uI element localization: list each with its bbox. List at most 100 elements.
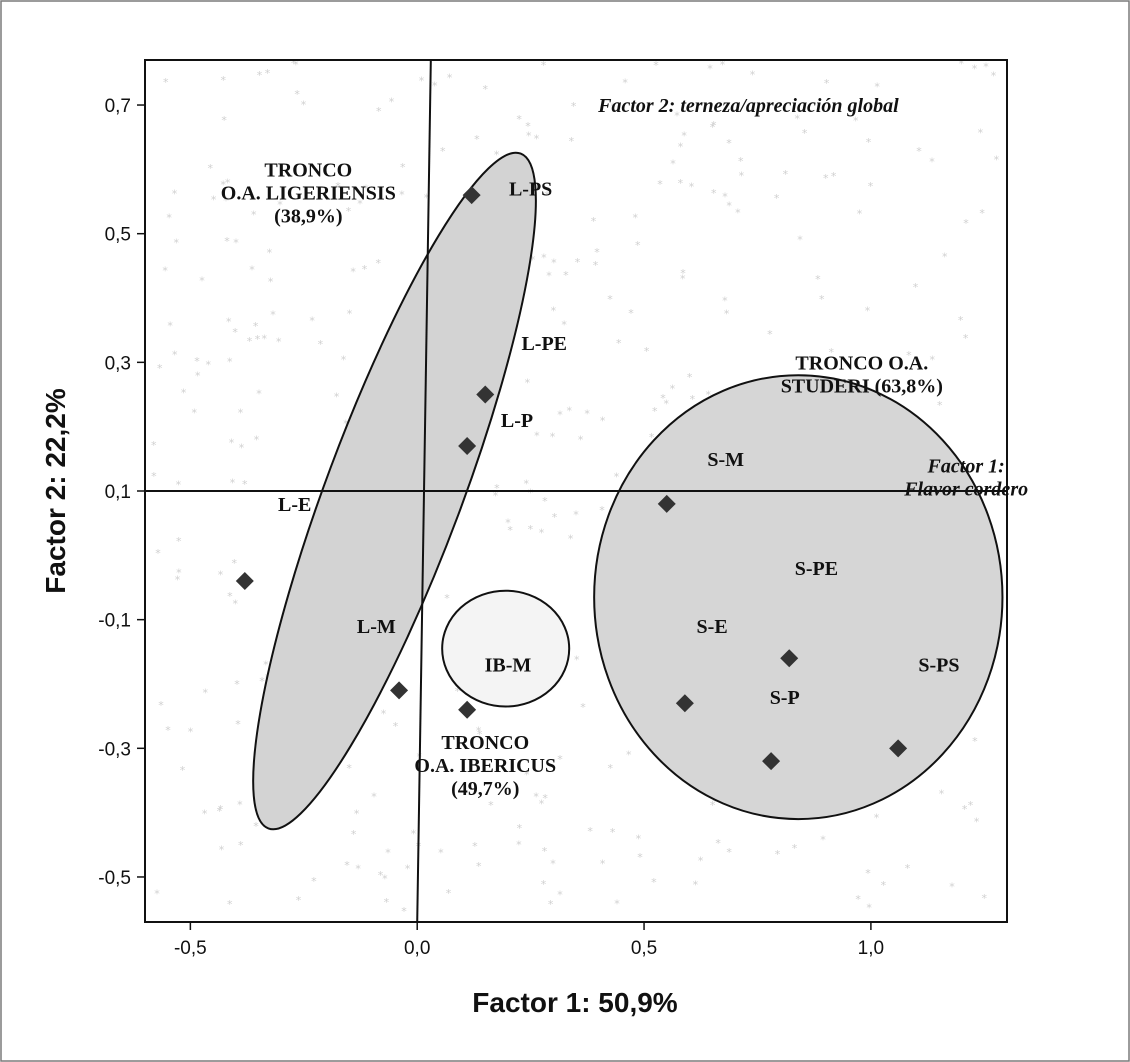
background-star: * xyxy=(219,843,225,856)
background-star: * xyxy=(587,825,593,838)
background-star: * xyxy=(488,799,494,812)
background-star: * xyxy=(561,319,567,332)
background-star: * xyxy=(831,170,837,183)
background-star: * xyxy=(225,176,231,189)
background-star: * xyxy=(552,511,558,524)
background-star: * xyxy=(599,504,605,517)
background-star: * xyxy=(525,120,531,133)
background-star: * xyxy=(913,281,919,294)
background-star: * xyxy=(868,180,874,193)
group-label-1: TRONCO O.A. LIGERIENSIS (38,9%) xyxy=(221,159,396,227)
background-star: * xyxy=(247,335,253,348)
background-star: * xyxy=(626,749,632,762)
background-star: * xyxy=(551,304,557,317)
background-star: * xyxy=(346,762,352,775)
background-star: * xyxy=(539,798,545,811)
background-star: * xyxy=(614,471,620,484)
background-star: * xyxy=(678,177,684,190)
background-star: * xyxy=(724,308,730,321)
background-star: * xyxy=(823,172,829,185)
background-star: * xyxy=(710,799,716,812)
background-star: * xyxy=(233,237,239,250)
background-star: * xyxy=(792,842,798,855)
background-star: * xyxy=(939,787,945,800)
point-s-pe xyxy=(780,649,799,668)
background-star: * xyxy=(344,859,350,872)
background-star: * xyxy=(194,355,200,368)
background-star: * xyxy=(637,851,643,864)
background-star: * xyxy=(680,267,686,280)
background-star: * xyxy=(750,68,756,81)
background-star: * xyxy=(477,728,483,741)
y-tick-label: -0,1 xyxy=(98,611,131,632)
background-star: * xyxy=(232,557,238,570)
background-star: * xyxy=(276,336,282,349)
background-star: * xyxy=(651,876,657,889)
background-star: * xyxy=(674,110,680,123)
background-star: * xyxy=(568,533,574,546)
background-star: * xyxy=(528,523,534,536)
background-star: * xyxy=(539,526,545,539)
background-star: * xyxy=(525,377,531,390)
background-star: * xyxy=(526,129,532,142)
background-star: * xyxy=(343,418,349,431)
background-star: * xyxy=(738,155,744,168)
background-star: * xyxy=(681,129,687,142)
background-star: * xyxy=(541,878,547,891)
background-star: * xyxy=(670,383,676,396)
background-star: * xyxy=(534,133,540,146)
background-star: * xyxy=(167,319,173,332)
background-star: * xyxy=(614,897,620,910)
background-star: * xyxy=(660,392,666,405)
x-tick-label: -0,5 xyxy=(174,938,207,959)
background-star: * xyxy=(546,270,552,283)
background-star: * xyxy=(376,105,382,118)
point-l-e xyxy=(235,572,254,591)
background-star: * xyxy=(783,168,789,181)
background-star: * xyxy=(176,478,182,491)
background-star: * xyxy=(726,199,732,212)
background-star: * xyxy=(678,141,684,154)
background-star: * xyxy=(208,162,214,175)
point-label-ib-m: IB-M xyxy=(485,655,532,677)
background-star: * xyxy=(711,119,717,132)
background-star: * xyxy=(381,708,387,721)
background-star: * xyxy=(363,183,369,196)
background-star: * xyxy=(199,274,205,287)
background-star: * xyxy=(192,406,198,419)
x-tick-label: 1,0 xyxy=(858,938,884,959)
background-star: * xyxy=(507,524,513,537)
x-tick-label: 0,5 xyxy=(631,938,657,959)
background-star: * xyxy=(176,535,182,548)
background-star: * xyxy=(217,805,223,818)
background-star: * xyxy=(181,387,187,400)
annotation-2: Factor 1: Flavor cordero xyxy=(903,455,1028,500)
background-star: * xyxy=(239,441,245,454)
background-star: * xyxy=(739,170,745,183)
background-star: * xyxy=(346,205,352,218)
background-star: * xyxy=(767,328,773,341)
background-star: * xyxy=(256,388,262,401)
background-star: * xyxy=(293,59,299,72)
point-label-s-p: S-P xyxy=(770,687,800,709)
background-star: * xyxy=(270,309,276,322)
background-star: * xyxy=(419,74,425,87)
background-star: * xyxy=(371,790,377,803)
background-star: * xyxy=(476,860,482,873)
x-tick-label: 0,0 xyxy=(404,938,430,959)
background-star: * xyxy=(557,753,563,766)
background-star: * xyxy=(866,902,872,915)
reference-lines xyxy=(145,59,1007,923)
background-star: * xyxy=(257,69,263,82)
point-l-pe xyxy=(476,385,495,404)
background-star: * xyxy=(211,193,217,206)
background-star: * xyxy=(608,762,614,775)
background-star: * xyxy=(424,191,430,204)
background-star: * xyxy=(972,63,978,76)
background-star: * xyxy=(176,566,182,579)
background-star: * xyxy=(505,517,511,530)
background-star: * xyxy=(382,873,388,886)
background-star: * xyxy=(401,905,407,918)
